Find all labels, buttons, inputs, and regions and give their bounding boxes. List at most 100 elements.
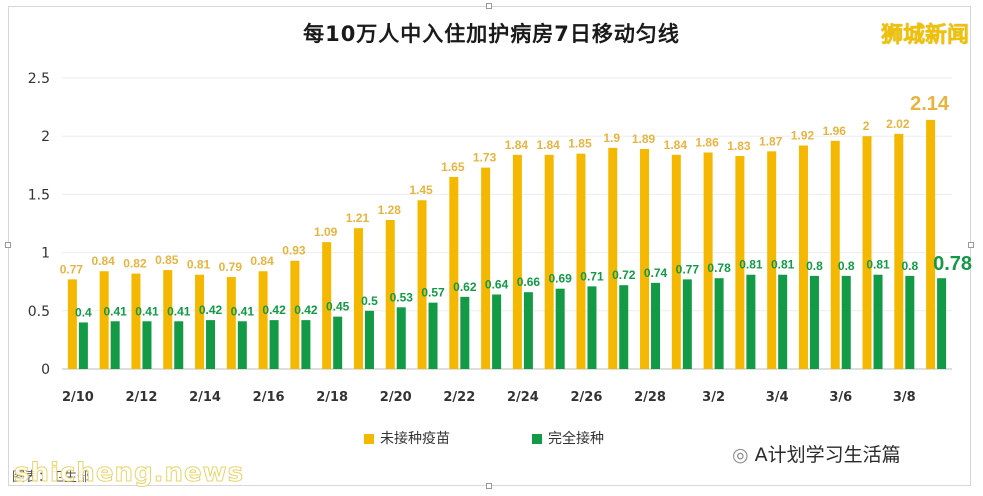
data-label-vaccinated: 0.72 bbox=[612, 268, 636, 282]
bar-vaccinated bbox=[746, 274, 756, 369]
bar-vaccinated bbox=[937, 278, 947, 369]
bar-unvaccinated bbox=[417, 200, 427, 369]
data-label-unvaccinated: 1.85 bbox=[568, 137, 592, 151]
bar-vaccinated bbox=[873, 274, 883, 369]
x-tick-label: 3/4 bbox=[766, 390, 789, 405]
data-label-vaccinated: 0.81 bbox=[771, 258, 795, 272]
resize-handle-left[interactable] bbox=[5, 242, 11, 248]
legend-label-vaccinated: 完全接种 bbox=[548, 431, 604, 447]
data-label-unvaccinated: 1.83 bbox=[727, 139, 751, 153]
data-label-vaccinated: 0.42 bbox=[294, 303, 318, 317]
bar-vaccinated bbox=[301, 320, 311, 369]
resize-handle-bottom[interactable] bbox=[486, 483, 492, 489]
data-label-unvaccinated: 1.84 bbox=[536, 138, 560, 152]
bar-vaccinated bbox=[809, 275, 819, 369]
data-label-unvaccinated: 1.89 bbox=[632, 132, 656, 146]
bar-vaccinated bbox=[428, 302, 438, 369]
bar-vaccinated bbox=[206, 320, 216, 369]
data-label-unvaccinated: 1.45 bbox=[409, 183, 433, 197]
data-label-vaccinated: 0.42 bbox=[262, 303, 286, 317]
x-tick-label: 2/16 bbox=[253, 390, 285, 405]
watermark: shicheng.news bbox=[13, 458, 245, 489]
resize-handle-top[interactable] bbox=[486, 3, 492, 9]
data-label-unvaccinated: 1.9 bbox=[603, 131, 620, 145]
x-tick-label: 2/22 bbox=[443, 390, 475, 405]
bar-unvaccinated bbox=[703, 152, 713, 369]
data-label-unvaccinated: 0.84 bbox=[91, 254, 115, 268]
data-label-unvaccinated: 0.81 bbox=[187, 258, 211, 272]
bar-vaccinated bbox=[78, 322, 88, 369]
bar-vaccinated bbox=[778, 274, 788, 369]
bar-vaccinated bbox=[523, 292, 533, 369]
data-label-vaccinated: 0.4 bbox=[75, 305, 92, 319]
x-tick-label: 2/28 bbox=[634, 390, 666, 405]
bar-vaccinated bbox=[333, 316, 343, 369]
data-label-unvaccinated: 0.84 bbox=[250, 254, 274, 268]
bar-unvaccinated bbox=[353, 228, 363, 369]
data-label-vaccinated: 0.45 bbox=[326, 300, 350, 314]
resize-handle-right[interactable] bbox=[968, 242, 974, 248]
bar-vaccinated bbox=[142, 321, 152, 369]
data-label-vaccinated: 0.41 bbox=[231, 304, 255, 318]
bar-vaccinated bbox=[555, 288, 565, 369]
bar-vaccinated bbox=[714, 278, 724, 369]
x-tick-label: 2/10 bbox=[62, 390, 94, 405]
x-tick-label: 2/18 bbox=[316, 390, 348, 405]
bar-unvaccinated bbox=[640, 149, 650, 369]
x-tick-label: 3/2 bbox=[702, 390, 725, 405]
bar-unvaccinated bbox=[99, 271, 109, 369]
data-label-vaccinated: 0.41 bbox=[135, 304, 159, 318]
bar-vaccinated bbox=[651, 282, 661, 369]
bar-vaccinated bbox=[110, 321, 120, 369]
data-label-vaccinated: 0.8 bbox=[838, 259, 855, 273]
data-label-unvaccinated: 1.84 bbox=[664, 138, 688, 152]
bar-unvaccinated bbox=[481, 167, 491, 369]
data-label-vaccinated: 0.74 bbox=[644, 266, 668, 280]
data-label-unvaccinated: 1.65 bbox=[441, 160, 465, 174]
x-tick-label: 2/12 bbox=[126, 390, 158, 405]
data-label-vaccinated: 0.41 bbox=[167, 304, 191, 318]
bar-unvaccinated bbox=[576, 153, 586, 369]
data-label-vaccinated: 0.81 bbox=[866, 258, 890, 272]
x-tick-label: 2/26 bbox=[571, 390, 603, 405]
data-label-vaccinated: 0.78 bbox=[707, 261, 731, 275]
bar-vaccinated bbox=[682, 279, 692, 369]
bar-vaccinated bbox=[460, 296, 470, 369]
bar-unvaccinated bbox=[290, 260, 300, 369]
data-label-unvaccinated: 0.79 bbox=[219, 260, 243, 274]
y-tick-label: 2 bbox=[41, 129, 50, 145]
data-label-vaccinated: 0.57 bbox=[421, 286, 445, 300]
x-tick-label: 3/6 bbox=[829, 390, 852, 405]
data-label-vaccinated: 0.71 bbox=[580, 269, 604, 283]
x-tick-label: 2/20 bbox=[380, 390, 412, 405]
bar-unvaccinated bbox=[512, 154, 522, 369]
bar-unvaccinated bbox=[449, 176, 459, 369]
data-label-vaccinated: 0.77 bbox=[676, 262, 700, 276]
data-label-vaccinated: 0.41 bbox=[103, 304, 127, 318]
brand-logo: 狮城新闻 bbox=[880, 23, 969, 48]
y-tick-label: 1 bbox=[41, 246, 50, 262]
bar-unvaccinated bbox=[322, 242, 332, 369]
data-label-vaccinated: 0.42 bbox=[199, 303, 223, 317]
bar-unvaccinated bbox=[195, 274, 205, 369]
bar-unvaccinated bbox=[671, 154, 681, 369]
bar-unvaccinated bbox=[862, 136, 872, 369]
data-label-unvaccinated: 1.92 bbox=[791, 129, 815, 143]
legend-swatch-vaccinated bbox=[532, 434, 542, 444]
legend-unvaccinated: 未接种疫苗 bbox=[364, 428, 450, 448]
bar-vaccinated bbox=[364, 310, 374, 369]
data-label-unvaccinated: 1.87 bbox=[759, 134, 783, 148]
data-label-vaccinated: 0.64 bbox=[485, 278, 509, 292]
data-label-unvaccinated: 1.28 bbox=[378, 203, 402, 217]
bar-unvaccinated bbox=[894, 133, 904, 369]
bar-unvaccinated bbox=[544, 154, 554, 369]
data-label-unvaccinated: 1.73 bbox=[473, 151, 497, 165]
data-label-vaccinated: 0.8 bbox=[901, 259, 918, 273]
data-label-unvaccinated: 2.14 bbox=[910, 93, 950, 115]
chart-credit: 图表：卫生部 bbox=[12, 470, 91, 485]
data-label-vaccinated: 0.69 bbox=[548, 272, 572, 286]
wechat-icon: ◎ bbox=[732, 444, 749, 466]
data-label-vaccinated: 0.62 bbox=[453, 280, 477, 294]
bar-unvaccinated bbox=[767, 151, 777, 369]
